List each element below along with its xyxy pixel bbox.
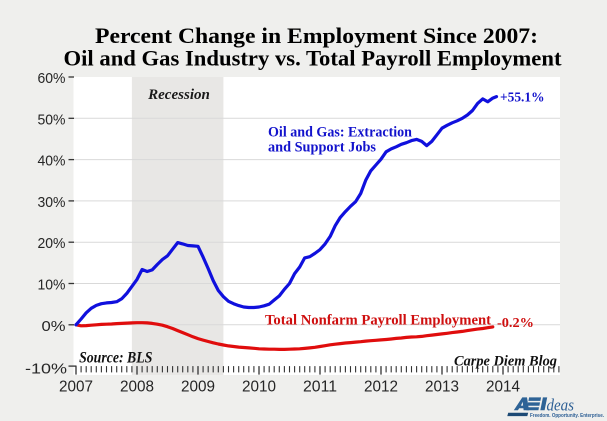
svg-text:60%: 60%	[38, 70, 66, 87]
svg-text:Source: BLS: Source: BLS	[79, 349, 152, 366]
svg-text:2008: 2008	[120, 379, 154, 396]
svg-text:2014: 2014	[486, 379, 520, 396]
svg-text:Recession: Recession	[147, 87, 210, 103]
svg-text:and Support Jobs: and Support Jobs	[268, 139, 376, 155]
svg-text:2010: 2010	[242, 379, 276, 396]
svg-text:deas: deas	[547, 395, 575, 414]
svg-text:Percent Change in Employment S: Percent Change in Employment Since 2007:	[95, 23, 538, 48]
svg-text:Freedom. Opportunity. Enterpri: Freedom. Opportunity. Enterprise.	[530, 413, 604, 419]
svg-text:Oil and Gas: Extraction: Oil and Gas: Extraction	[268, 124, 413, 140]
svg-text:Oil and Gas Industry vs. Total: Oil and Gas Industry vs. Total Payroll E…	[64, 45, 563, 70]
svg-text:2013: 2013	[425, 379, 459, 396]
svg-text:0%: 0%	[42, 318, 66, 335]
svg-text:-10%: -10%	[25, 361, 67, 378]
svg-text:2012: 2012	[364, 379, 398, 396]
svg-text:Carpe Diem Blog: Carpe Diem Blog	[454, 354, 557, 370]
svg-text:20%: 20%	[38, 235, 66, 252]
svg-text:40%: 40%	[38, 153, 66, 170]
svg-text:Total Nonfarm Payroll Employme: Total Nonfarm Payroll Employment	[265, 313, 491, 329]
svg-text:2009: 2009	[181, 379, 215, 396]
svg-text:-0.2%: -0.2%	[497, 316, 534, 331]
svg-text:2011: 2011	[303, 379, 337, 396]
svg-text:30%: 30%	[38, 194, 66, 211]
svg-text:2007: 2007	[59, 379, 93, 396]
svg-text:+55.1%: +55.1%	[500, 90, 545, 105]
svg-text:10%: 10%	[38, 277, 66, 294]
svg-text:50%: 50%	[38, 111, 66, 128]
